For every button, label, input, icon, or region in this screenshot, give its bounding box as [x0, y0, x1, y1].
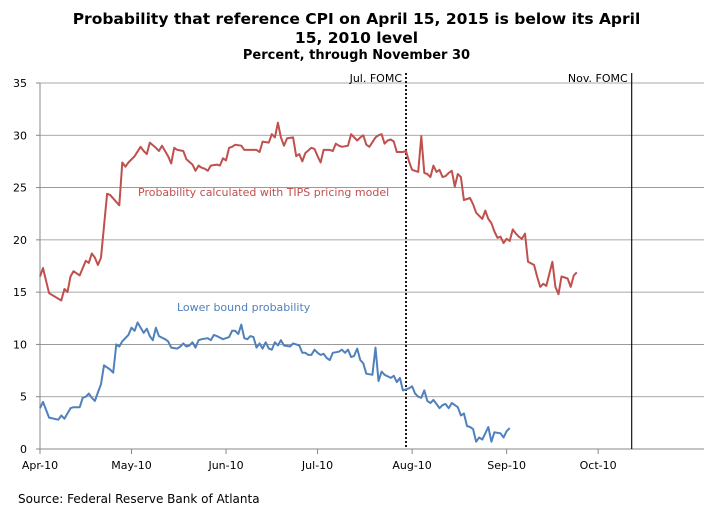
fomc-label-novfomc: Nov. FOMC	[568, 72, 628, 85]
y-tick-label-0: 0	[20, 443, 27, 456]
y-tick-label-35: 35	[13, 77, 27, 90]
axes: 0 5 10 15 20 25 30 35 Apr-10 May-10 Jun-10 Jul-10 Au…	[13, 77, 704, 472]
y-tick-label-15: 15	[13, 286, 27, 299]
fomc-label-julfomc: Jul. FOMC	[349, 72, 403, 85]
y-tick-label-20: 20	[13, 234, 27, 247]
y-tick-label-10: 10	[13, 338, 27, 351]
y-tick-label-30: 30	[13, 129, 27, 142]
y-tick-label-25: 25	[13, 182, 27, 195]
x-tick-label-May-10: May-10	[111, 459, 152, 472]
x-tick-label-Jun-10: Jun-10	[207, 459, 243, 472]
y-tick-label-5: 5	[20, 391, 27, 404]
series-labels: Probability calculated with TIPS pricing…	[138, 186, 389, 314]
x-tick-label-Oct-10: Oct-10	[580, 459, 617, 472]
x-tick-label-Apr-10: Apr-10	[22, 459, 58, 472]
chart-title-line1: Probability that reference CPI on April …	[72, 10, 641, 28]
series-label-0: Probability calculated with TIPS pricing…	[138, 186, 389, 199]
series-line-1	[39, 321, 511, 443]
series-label-1: Lower bound probability	[177, 301, 311, 314]
x-tick-label-Sep-10: Sep-10	[487, 459, 526, 472]
source-note: Source: Federal Reserve Bank of Atlanta	[18, 492, 260, 506]
chart-title-line2: 15, 2010 level	[294, 29, 419, 47]
fomc-annotations: Jul. FOMC Nov. FOMC	[349, 72, 633, 449]
series-line-0	[39, 121, 578, 302]
x-tick-label-Aug-10: Aug-10	[392, 459, 431, 472]
chart-subtitle: Percent, through November 30	[242, 48, 471, 63]
gridlines	[40, 82, 704, 398]
series-lines	[39, 121, 578, 443]
x-tick-label-Jul-10: Jul-10	[301, 459, 333, 472]
